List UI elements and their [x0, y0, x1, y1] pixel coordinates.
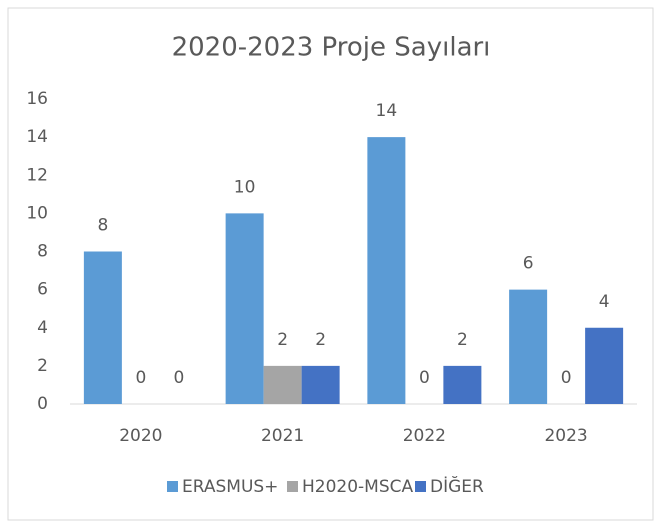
bar — [443, 365, 482, 404]
data-label: 0 — [419, 368, 430, 388]
y-tick-label: 4 — [37, 318, 48, 338]
legend-swatch — [167, 481, 178, 492]
data-label: 0 — [173, 368, 184, 388]
y-tick-label: 14 — [26, 127, 48, 147]
data-label: 0 — [561, 368, 572, 388]
bar — [225, 213, 264, 404]
x-tick-label: 2021 — [261, 426, 304, 446]
data-label: 0 — [135, 368, 146, 388]
y-tick-label: 16 — [26, 89, 48, 109]
y-tick-label: 6 — [37, 280, 48, 300]
bar — [263, 365, 302, 404]
bar — [83, 251, 122, 404]
data-label: 14 — [376, 101, 398, 121]
bar — [585, 327, 624, 404]
legend-label: ERASMUS+ — [182, 477, 278, 497]
legend-label: DİĞER — [430, 475, 484, 497]
chart-title: 2020-2023 Proje Sayıları — [172, 33, 491, 63]
x-tick-label: 2022 — [403, 426, 446, 446]
bar — [301, 365, 340, 404]
data-label: 2 — [315, 330, 326, 350]
x-tick-label: 2020 — [119, 426, 162, 446]
y-tick-label: 10 — [26, 203, 48, 223]
bar — [509, 289, 548, 404]
y-tick-label: 12 — [26, 165, 48, 185]
data-label: 8 — [97, 216, 108, 236]
legend-label: H2020-MSCA — [302, 477, 414, 497]
y-tick-label: 0 — [37, 394, 48, 414]
x-tick-label: 2023 — [544, 426, 587, 446]
data-label: 2 — [277, 330, 288, 350]
legend-swatch — [287, 481, 298, 492]
legend-swatch — [415, 481, 426, 492]
bar — [367, 137, 406, 404]
data-label: 2 — [457, 330, 468, 350]
y-tick-label: 2 — [37, 356, 48, 376]
data-label: 6 — [523, 254, 534, 274]
y-tick-label: 8 — [37, 242, 48, 262]
data-label: 4 — [599, 292, 610, 312]
data-label: 10 — [234, 177, 256, 197]
